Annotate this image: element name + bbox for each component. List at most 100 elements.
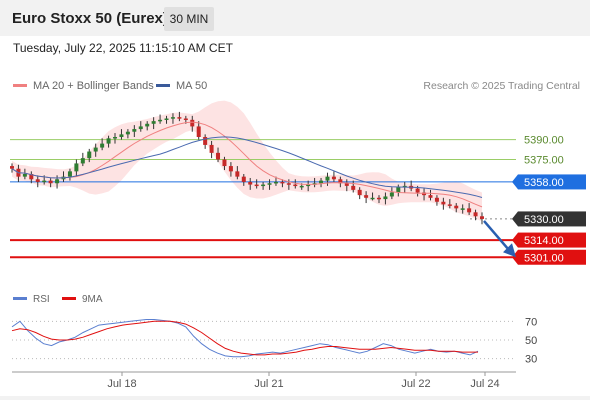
candle-body	[48, 180, 53, 184]
candle-body	[415, 188, 420, 193]
legend-ma50: MA 50	[156, 80, 207, 92]
candle-body	[319, 180, 324, 184]
rsi-swatch	[13, 296, 27, 300]
candle-body	[87, 151, 92, 159]
candle-body	[428, 195, 433, 198]
x-tick-label-2: Jul 22	[401, 378, 430, 390]
candle-body	[74, 163, 79, 172]
rsi-label: RSI	[33, 294, 50, 305]
level-label-4: 5314.00	[524, 235, 564, 247]
candle-body	[29, 174, 34, 180]
timeframe-badge[interactable]: 30 MIN	[164, 7, 214, 31]
candle-body	[151, 121, 156, 124]
candle-body	[370, 197, 375, 200]
rsi-ma-line	[11, 320, 478, 356]
candle-body	[158, 119, 163, 122]
level-tag-2	[518, 174, 586, 190]
rsi-tick-label-1: 50	[525, 335, 537, 347]
level-label-3: 5330.00	[524, 214, 564, 226]
rsi-ma-label: 9MA	[82, 294, 103, 305]
level-tag-4	[518, 232, 586, 248]
candle-body	[422, 192, 427, 196]
candle-body	[222, 159, 227, 167]
candle-body	[267, 183, 272, 185]
candle-body	[447, 204, 452, 206]
candle-body	[376, 197, 381, 200]
candle-body	[10, 166, 14, 169]
candle-body	[22, 174, 27, 177]
candle-body	[241, 176, 246, 182]
candle-body	[280, 181, 285, 184]
bottom-border	[0, 396, 590, 400]
ma50-label: MA 50	[176, 80, 208, 92]
candle-body	[80, 158, 85, 164]
candle-body	[441, 201, 446, 205]
candle-body	[106, 138, 111, 144]
candle-body	[235, 171, 240, 177]
candle-body	[93, 147, 98, 152]
candle-body	[254, 184, 259, 187]
rsi-tick-label-2: 30	[525, 354, 537, 366]
rsi-ma-swatch	[62, 296, 76, 300]
candle-body	[138, 126, 143, 130]
level-label-2: 5358.00	[524, 177, 564, 189]
level-label-5: 5301.00	[524, 252, 564, 264]
candle-body	[42, 180, 47, 183]
candle-body	[67, 171, 72, 177]
candle-body	[454, 205, 459, 209]
candle-body	[119, 134, 124, 137]
candle-body	[196, 126, 201, 137]
candle-body	[293, 184, 298, 187]
level-tag-pointer-3	[512, 211, 518, 227]
level-label-0: 5390.00	[524, 135, 564, 147]
candle-body	[364, 195, 369, 198]
candle-body	[261, 184, 266, 187]
candle-body	[338, 179, 343, 184]
legend-ma20: MA 20 + Bollinger Bands	[13, 80, 154, 92]
candle-body	[164, 118, 169, 120]
level-tag-3	[518, 211, 586, 227]
bollinger-bands-area	[12, 100, 482, 222]
candle-body	[273, 181, 278, 184]
candle-body	[248, 181, 253, 185]
legend-rsi: RSI	[13, 294, 50, 305]
candle-body	[35, 179, 40, 182]
candle-body	[299, 185, 304, 188]
candle-body	[344, 183, 349, 186]
candle-body	[467, 208, 472, 213]
level-tag-pointer-2	[512, 174, 518, 190]
candle-body	[434, 197, 439, 202]
candle-body	[306, 184, 311, 187]
x-tick-label-0: Jul 18	[107, 378, 136, 390]
level-tag-pointer-5	[512, 249, 518, 265]
candle-body	[190, 119, 195, 127]
legend-rsi-ma: 9MA	[62, 294, 103, 305]
candle-body	[125, 131, 130, 135]
candle-body	[55, 179, 60, 184]
x-tick-label-3: Jul 24	[470, 378, 499, 390]
candle-body	[228, 166, 233, 172]
candle-body	[389, 192, 394, 197]
timestamp: Tuesday, July 22, 2025 11:15:10 AM CET	[13, 41, 233, 55]
candle-body	[351, 185, 356, 190]
ma50-swatch	[156, 83, 170, 87]
candle-body	[113, 137, 118, 139]
ma50-line	[11, 136, 483, 198]
candle-body	[209, 144, 214, 153]
candle-body	[100, 143, 105, 148]
level-tag-pointer-4	[512, 232, 518, 248]
candle-body	[331, 176, 336, 180]
x-tick-label-1: Jul 21	[254, 378, 283, 390]
rsi-line	[11, 319, 479, 358]
candle-body	[183, 118, 188, 120]
projection-arrow-line	[483, 220, 511, 253]
candle-body	[216, 152, 221, 160]
candle-body	[325, 176, 330, 181]
candle-body	[286, 183, 291, 185]
candle-body	[170, 117, 175, 119]
rsi-tick-label-0: 70	[525, 316, 537, 328]
projection-arrow-head	[503, 243, 516, 258]
credit-text: Research © 2025 Trading Central	[423, 80, 580, 92]
level-tag-5	[518, 249, 586, 265]
